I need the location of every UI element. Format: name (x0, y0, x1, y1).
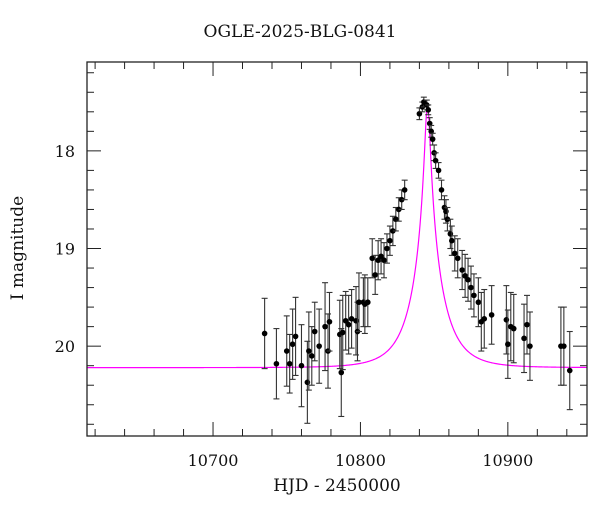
data-point (426, 117, 433, 130)
y-tick-label: 19 (55, 240, 75, 259)
data-point (273, 328, 280, 400)
data-point (305, 311, 312, 391)
data-point (286, 333, 293, 394)
data-point (392, 206, 399, 232)
data-point (454, 238, 461, 279)
data-point (462, 253, 469, 298)
data-point (467, 265, 474, 310)
data-point (425, 104, 432, 116)
data-point (566, 330, 573, 411)
data-point (348, 288, 355, 349)
model-line (87, 103, 587, 369)
data-points (261, 96, 573, 424)
data-point (451, 235, 458, 272)
model-curve (87, 103, 587, 369)
data-point (488, 285, 495, 345)
x-tick-label: 10700 (188, 451, 239, 470)
data-point (560, 306, 567, 386)
data-point (345, 294, 352, 355)
y-tick-label: 20 (55, 337, 75, 356)
x-tick-label: 10800 (335, 451, 386, 470)
data-point (521, 303, 528, 374)
data-point (261, 297, 268, 370)
chart-title: OGLE-2025-BLG-0841 (203, 22, 397, 42)
data-point (292, 296, 299, 377)
data-point (378, 238, 385, 275)
data-point (481, 288, 488, 349)
data-point (369, 238, 376, 279)
data-point (298, 324, 305, 408)
data-point (428, 124, 435, 138)
data-point (475, 277, 482, 328)
data-point (353, 286, 360, 356)
data-point (311, 301, 318, 362)
data-point (448, 225, 455, 256)
data-point (326, 291, 333, 352)
data-point (438, 179, 445, 201)
data-point (283, 315, 290, 387)
data-point (386, 225, 393, 256)
data-point (316, 308, 323, 384)
data-point (383, 233, 390, 264)
data-point (308, 326, 315, 386)
plot-frame (86, 61, 588, 437)
data-point (432, 152, 439, 169)
data-point (289, 308, 296, 380)
data-point (416, 107, 423, 121)
data-point (435, 162, 442, 179)
x-tick-label: 10900 (482, 451, 533, 470)
axes: 10700 10800 10900 18 19 20 (55, 61, 588, 470)
data-point (364, 277, 371, 328)
data-point (524, 294, 531, 355)
data-point (526, 311, 533, 381)
data-point (322, 282, 329, 372)
data-point (375, 240, 382, 281)
data-point (342, 290, 349, 351)
data-point (504, 309, 511, 379)
x-axis-label: HJD - 2450000 (273, 476, 401, 496)
data-point (465, 257, 472, 302)
data-point (372, 254, 379, 295)
data-point (429, 132, 436, 146)
data-point (470, 273, 477, 318)
data-point (381, 242, 388, 279)
data-point (459, 249, 466, 291)
data-point (355, 272, 362, 333)
y-tick-label: 18 (55, 142, 75, 161)
data-point (339, 294, 346, 371)
data-point (401, 179, 408, 201)
data-point (338, 328, 345, 418)
data-point (510, 293, 517, 364)
